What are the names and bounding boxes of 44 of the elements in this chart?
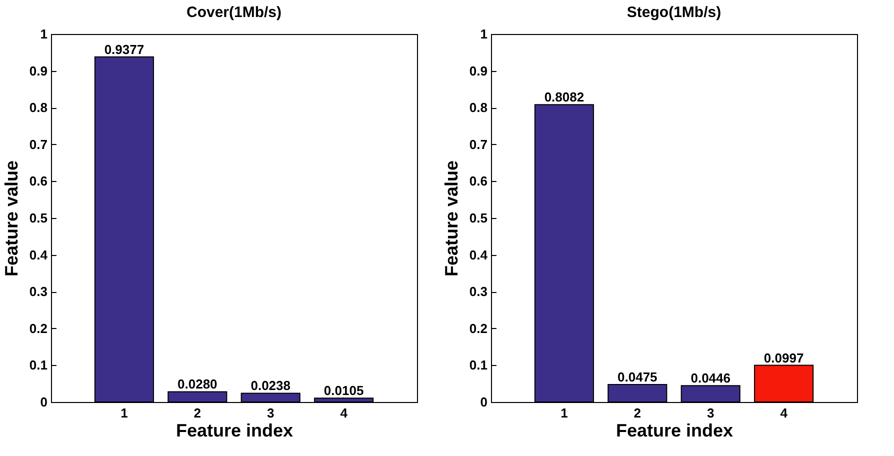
x-tick-label: 1 xyxy=(120,406,128,420)
y-tick-label: 0.6 xyxy=(29,174,48,189)
chart-title: Stego(1Mb/s) xyxy=(626,4,722,21)
y-tick-label: 1 xyxy=(480,26,488,42)
y-tick-label: 1 xyxy=(40,26,48,42)
data-label: 0.0280 xyxy=(178,376,218,392)
y-tick-label: 0.7 xyxy=(469,136,488,152)
y-tick-label: 0.6 xyxy=(469,174,488,189)
y-axis-title: Feature value xyxy=(1,160,22,277)
y-tick-label: 0.9 xyxy=(469,63,488,78)
y-axis-title: Feature value xyxy=(441,160,462,277)
y-tick-label: 0.7 xyxy=(29,136,48,152)
data-label: 0.0446 xyxy=(690,370,730,386)
y-tick-label: 0.8 xyxy=(29,100,48,116)
y-tick-label: 0.3 xyxy=(29,284,48,300)
data-label: 0.8082 xyxy=(544,90,584,105)
data-label: 0.0105 xyxy=(324,383,364,398)
y-tick-label: 0.2 xyxy=(469,320,488,336)
x-tick-label: 3 xyxy=(706,406,714,420)
y-tick-label: 0.4 xyxy=(469,247,488,262)
y-tick-label: 0.1 xyxy=(29,358,48,373)
data-label: 0.0238 xyxy=(250,378,290,394)
chart-title: Cover(1Mb/s) xyxy=(186,4,282,21)
x-tick-label: 4 xyxy=(780,406,788,420)
data-label: 0.0475 xyxy=(618,370,658,385)
x-tick-label: 2 xyxy=(194,406,202,420)
y-tick-label: 0 xyxy=(480,394,488,410)
y-tick-label: 0.9 xyxy=(29,63,48,78)
x-tick-label: 1 xyxy=(560,406,568,420)
x-tick-label: 3 xyxy=(266,406,274,420)
x-tick-label: 4 xyxy=(340,406,348,420)
x-axis-title: Feature index xyxy=(176,420,294,440)
y-tick-label: 0.5 xyxy=(469,210,488,226)
y-tick-label: 0.4 xyxy=(29,247,48,262)
y-tick-label: 0.5 xyxy=(29,210,48,226)
y-tick-label: 0.2 xyxy=(29,320,48,336)
y-tick-label: 0.8 xyxy=(469,100,488,116)
x-tick-label: 2 xyxy=(634,406,642,420)
data-label: 0.9377 xyxy=(104,42,144,57)
x-axis-title: Feature index xyxy=(616,420,734,440)
y-tick-label: 0.3 xyxy=(469,284,488,300)
data-label: 0.0997 xyxy=(764,350,804,366)
y-tick-label: 0 xyxy=(40,394,48,410)
y-tick-label: 0.1 xyxy=(469,358,488,373)
